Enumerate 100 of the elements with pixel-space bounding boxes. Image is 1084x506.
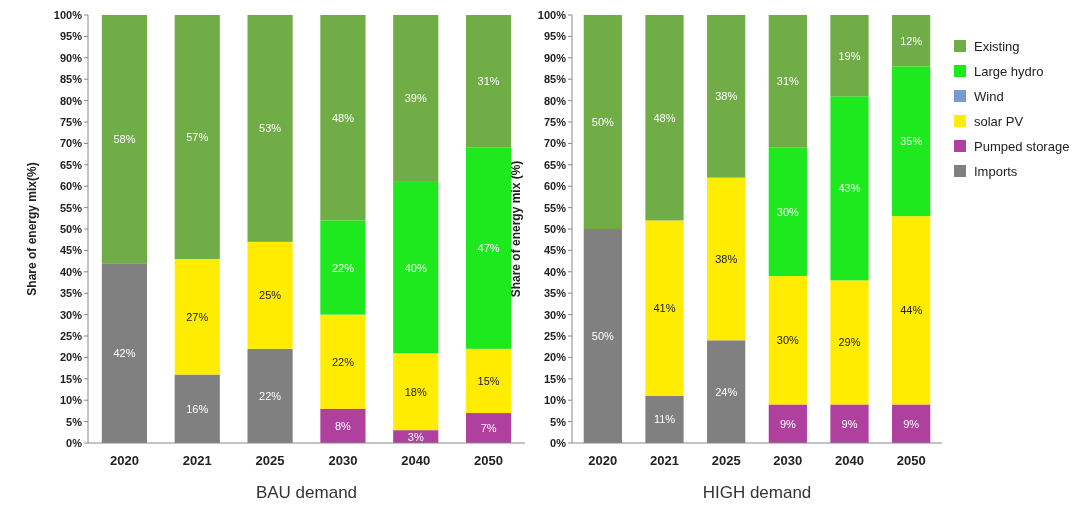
data-label: 29% [838,336,861,349]
x-tick-label: 2020 [109,453,139,468]
bar [892,404,931,443]
bar [393,353,439,431]
y-tick-label: 90% [543,51,567,64]
data-label: 50% [591,116,615,128]
bar [768,276,807,405]
x-axis-title: BAU demand [255,483,358,502]
bar [645,15,684,221]
y-tick-label: 25% [543,330,567,342]
data-label: 40% [404,261,427,274]
data-label: 9% [841,417,858,430]
data-label: 38% [715,252,738,265]
bar [830,15,869,97]
x-tick-label: 2040 [835,453,864,468]
y-tick-label: 10% [59,394,83,407]
x-tick-label: 2025 [255,453,285,468]
bar [320,408,366,443]
data-label: 57% [186,130,209,143]
y-tick-label: 45% [59,244,83,257]
y-tick-label: 35% [543,287,567,300]
legend-label: Imports [974,164,1018,179]
data-label: 41% [653,302,676,315]
x-tick-label: 2021 [182,453,212,468]
x-tick-label: 2021 [650,453,679,468]
legend-label: Existing [974,39,1020,54]
y-tick-label: 80% [59,94,83,107]
y-tick-label: 0% [550,437,567,449]
y-tick-label: 60% [59,180,83,193]
data-label: 9% [903,417,920,430]
bar [892,66,931,217]
bar [393,15,439,182]
bar [583,15,622,229]
x-tick-label: 2050 [896,453,926,468]
data-label: 8% [334,419,352,432]
y-tick-label: 70% [543,137,567,150]
data-label: 31% [776,75,800,88]
y-tick-label: 65% [59,158,83,171]
y-tick-label: 50% [543,223,567,235]
y-tick-label: 55% [543,201,567,214]
data-label: 16% [186,402,209,415]
x-tick-label: 2030 [328,453,358,468]
bar [830,404,869,443]
data-label: 48% [653,111,676,124]
data-label: 47% [477,242,500,255]
bar [768,15,807,148]
data-label: 12% [900,34,923,47]
y-tick-label: 95% [59,30,83,43]
y-tick-label: 40% [59,265,83,278]
y-tick-label: 55% [59,201,83,214]
y-tick-label: 15% [543,372,567,385]
bar [320,15,366,221]
y-tick-label: 25% [59,330,83,342]
y-axis-title: Share of energy mix(%) [25,162,39,296]
data-label: 30% [776,205,800,218]
data-label: 30% [776,334,800,347]
y-tick-label: 40% [543,265,567,278]
y-tick-label: 30% [543,308,567,321]
data-label: 18% [404,385,427,398]
y-tick-label: 90% [59,51,83,64]
data-label: 58% [113,133,136,146]
data-label: 31% [477,75,500,88]
legend-label: Wind [974,89,1004,104]
bar [101,15,147,264]
y-tick-label: 70% [59,137,83,150]
data-label: 42% [113,347,136,360]
y-tick-label: 20% [59,351,83,364]
data-label: 11% [653,413,676,426]
data-label: 53% [259,122,282,135]
bar [892,216,931,405]
y-tick-label: 45% [543,244,567,257]
data-label: 25% [259,289,282,302]
legend-label: solar PV [974,114,1024,129]
data-label: 24% [715,385,738,398]
data-label: 35% [900,135,923,148]
y-tick-label: 15% [59,372,83,385]
x-tick-label: 2020 [588,453,618,468]
legend-label: Large hydro [974,64,1044,79]
x-tick-label: 2025 [711,453,741,468]
bar [466,15,512,148]
y-tick-label: 50% [59,223,83,235]
y-tick-label: 95% [543,30,567,43]
data-label: 19% [838,49,861,62]
bar [707,15,746,178]
y-tick-label: 20% [543,351,567,364]
x-axis-title: HIGH demand [702,483,812,502]
x-tick-label: 2030 [773,453,803,468]
bar [393,181,439,354]
bar [768,404,807,443]
data-label: 43% [838,182,861,195]
bar [320,314,366,409]
data-label: 7% [480,422,497,435]
bar [830,96,869,281]
data-label: 27% [186,310,209,323]
data-label: 22% [259,389,282,402]
legend-label: Pumped storage [974,139,1070,154]
bar [466,348,512,414]
bar [830,280,869,405]
y-tick-label: 85% [543,73,567,86]
y-tick-label: 80% [543,94,567,107]
